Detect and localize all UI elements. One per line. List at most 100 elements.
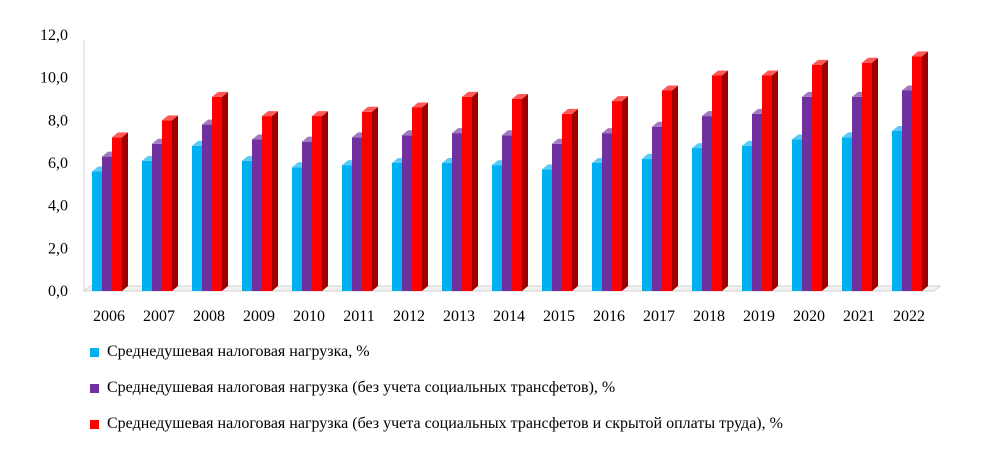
bar-front — [592, 163, 602, 291]
x-tick-label: 2016 — [593, 308, 625, 325]
bar-front — [692, 148, 702, 291]
bar-side — [172, 115, 178, 291]
bar-front — [442, 163, 452, 291]
bar-front — [402, 135, 412, 291]
legend-swatch-1 — [90, 348, 99, 357]
legend-swatch-3 — [90, 420, 99, 429]
bar-front — [102, 156, 112, 291]
bar-top — [412, 102, 428, 108]
bar-3-2010 — [312, 111, 328, 291]
bar-front — [112, 137, 122, 291]
y-tick-label: 0,0 — [48, 283, 68, 300]
bar-top — [312, 111, 328, 117]
bar-top — [112, 132, 128, 138]
bar-front — [892, 131, 902, 291]
bar-3-2018 — [712, 70, 728, 292]
x-tick-label: 2017 — [643, 308, 675, 325]
bar-3-2009 — [262, 111, 278, 291]
bar-front — [702, 116, 712, 291]
bar-side — [522, 94, 528, 291]
bar-side — [322, 111, 328, 291]
bar-top — [912, 51, 928, 57]
bar-3-2008 — [212, 91, 228, 291]
bar-side — [772, 70, 778, 292]
bar-front — [312, 116, 322, 291]
bar-top — [262, 111, 278, 117]
x-tick-label: 2006 — [93, 308, 125, 325]
bar-front — [292, 167, 302, 291]
bar-front — [162, 120, 172, 291]
bar-front — [642, 158, 652, 291]
bar-front — [742, 145, 752, 291]
bar-top — [812, 59, 828, 65]
legend-item-3: Среднедушевая налоговая нагрузка (без уч… — [90, 415, 783, 451]
labels-layer: 0,0 2,0 4,0 6,0 8,0 10,0 12,0 2006 2007 2008 2009 2… — [40, 27, 925, 325]
bar-top — [762, 70, 778, 76]
bar-front — [912, 56, 922, 292]
bar-3-2015 — [562, 108, 578, 291]
bar-side — [222, 91, 228, 291]
bar-top — [462, 91, 478, 97]
bar-side — [272, 111, 278, 291]
bar-front — [212, 96, 222, 291]
bar-front — [562, 113, 572, 291]
bar-side — [822, 59, 828, 291]
bar-front — [862, 62, 872, 291]
bar-3-2016 — [612, 96, 628, 291]
bar-top — [212, 91, 228, 97]
bar-3-2011 — [362, 106, 378, 291]
bar-side — [372, 106, 378, 291]
y-tick-label: 4,0 — [48, 198, 68, 215]
bars-layer — [92, 51, 928, 292]
bar-top — [712, 70, 728, 76]
bar-top — [362, 106, 378, 112]
legend-item-1: Среднедушевая налоговая нагрузка, % — [90, 343, 783, 379]
x-tick-label: 2007 — [143, 308, 175, 325]
x-tick-label: 2014 — [493, 308, 525, 325]
legend-item-2: Среднедушевая налоговая нагрузка (без уч… — [90, 379, 783, 415]
legend-label-2: Среднедушевая налоговая нагрузка (без уч… — [107, 379, 616, 396]
x-tick-label: 2008 — [193, 308, 225, 325]
bar-front — [152, 143, 162, 291]
bar-front — [92, 171, 102, 291]
bar-front — [602, 133, 612, 291]
x-tick-label: 2009 — [243, 308, 275, 325]
bar-front — [752, 113, 762, 291]
bar-front — [712, 75, 722, 292]
x-tick-label: 2010 — [293, 308, 325, 325]
legend-swatch-2 — [90, 384, 99, 393]
bar-front — [392, 163, 402, 291]
bar-front — [612, 101, 622, 291]
bar-front — [852, 96, 862, 291]
bar-3-2021 — [862, 57, 878, 291]
y-tick-label: 2,0 — [48, 240, 68, 257]
x-tick-label: 2019 — [743, 308, 775, 325]
y-tick-label: 8,0 — [48, 112, 68, 129]
bar-front — [342, 165, 352, 291]
bar-front — [542, 169, 552, 291]
bar-side — [672, 85, 678, 291]
bar-front — [302, 141, 312, 291]
bar-front — [202, 124, 212, 291]
x-tick-label: 2013 — [443, 308, 475, 325]
bar-3-2006 — [112, 132, 128, 291]
bar-3-2014 — [512, 94, 528, 291]
bar-3-2013 — [462, 91, 478, 291]
bar-3-2022 — [912, 51, 928, 292]
bar-side — [872, 57, 878, 291]
bar-3-2020 — [812, 59, 828, 291]
y-tick-label: 6,0 — [48, 155, 68, 172]
bar-front — [762, 75, 772, 292]
bar-front — [792, 139, 802, 291]
bar-side — [922, 51, 928, 292]
legend: Среднедушевая налоговая нагрузка, % Сред… — [90, 343, 783, 451]
bar-front — [802, 96, 812, 291]
bar-top — [662, 85, 678, 91]
bar-3-2012 — [412, 102, 428, 292]
bar-top — [862, 57, 878, 63]
bar-front — [352, 137, 362, 291]
bar-top — [562, 108, 578, 114]
bar-top — [612, 96, 628, 102]
x-tick-label: 2015 — [543, 308, 575, 325]
bar-front — [142, 160, 152, 291]
